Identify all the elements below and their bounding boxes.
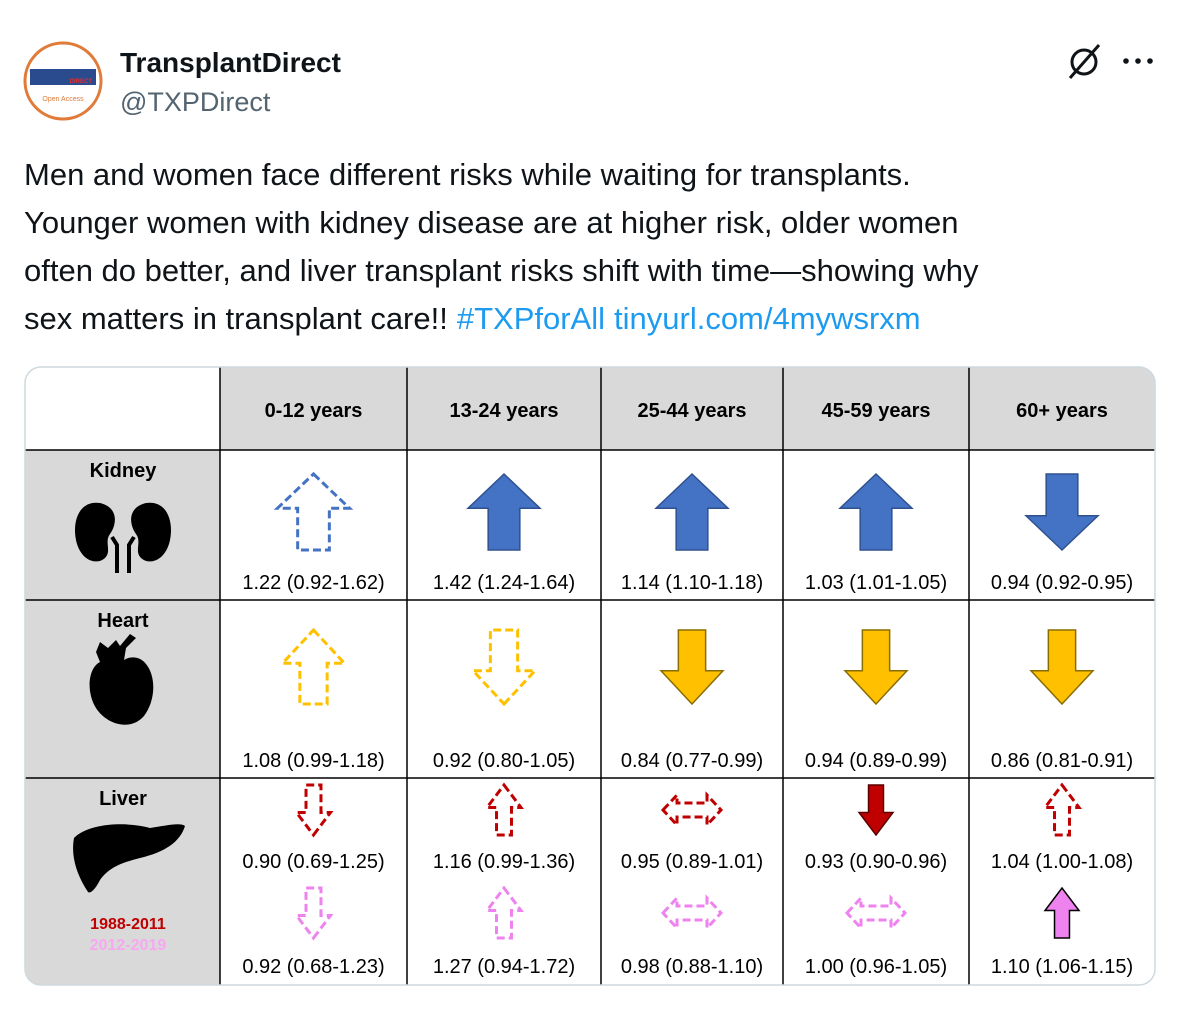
arrow	[1029, 629, 1095, 706]
kidney-ureters	[110, 535, 136, 573]
arrow	[660, 894, 724, 932]
column-header: 60+ years	[1016, 400, 1108, 422]
column-header: 0-12 years	[265, 400, 363, 422]
heart-icon	[89, 634, 154, 725]
avatar-title: Transplantation	[29, 69, 96, 79]
period-legend: 2012-2019	[90, 937, 167, 954]
risk-value: 0.84 (0.77-0.99)	[621, 750, 763, 772]
risk-value: 1.42 (1.24-1.64)	[433, 572, 575, 594]
arrow	[469, 628, 539, 707]
header-bg	[220, 367, 1155, 450]
post-line: sex matters in transplant care!! #TXPforA…	[24, 301, 921, 336]
arrow	[273, 471, 354, 552]
post-line: Younger women with kidney disease are at…	[24, 205, 959, 240]
arrow	[1024, 473, 1100, 552]
avatar-band	[30, 69, 96, 85]
image-border	[24, 366, 1156, 986]
risk-value: 0.90 (0.69-1.25)	[242, 851, 384, 873]
arrow	[1041, 782, 1083, 837]
arrow	[279, 627, 348, 706]
column-header: 13-24 years	[450, 400, 559, 422]
arrow	[844, 894, 908, 932]
arrow	[857, 784, 895, 837]
icon-slash	[1068, 44, 1101, 79]
liver-icon	[73, 824, 185, 893]
arrow	[293, 783, 334, 838]
author-name[interactable]: TransplantDirect	[120, 47, 341, 78]
dot	[1123, 58, 1129, 64]
arrow	[466, 472, 542, 551]
arrow	[843, 629, 909, 706]
risk-value: 0.92 (0.80-1.05)	[433, 750, 575, 772]
grok-icon[interactable]	[1068, 44, 1101, 79]
arrow	[293, 886, 334, 941]
post-text: Men and women face different risks while…	[24, 157, 979, 336]
link[interactable]: tinyurl.com/4mywsrxm	[614, 301, 921, 336]
more-icon[interactable]	[1123, 58, 1153, 64]
arrow	[483, 782, 525, 837]
column-header: 45-59 years	[822, 400, 931, 422]
dot	[1147, 58, 1153, 64]
row-label: Liver	[99, 788, 147, 810]
column-header: 25-44 years	[638, 400, 747, 422]
post-line-text: sex matters in transplant care!!	[24, 301, 448, 336]
arrow	[654, 472, 730, 551]
row-label: Kidney	[90, 460, 158, 482]
risk-value: 1.27 (0.94-1.72)	[433, 956, 575, 978]
risk-value: 1.16 (0.99-1.36)	[433, 851, 575, 873]
arrow	[659, 629, 725, 706]
risk-value: 0.95 (0.89-1.01)	[621, 851, 763, 873]
kidney-icon	[75, 502, 171, 562]
risk-value: 1.22 (0.92-1.62)	[242, 572, 384, 594]
post-line: often do better, and liver transplant ri…	[24, 253, 979, 288]
post-line-text: Men and women face different risks while…	[24, 157, 911, 192]
post-line: Men and women face different risks while…	[24, 157, 911, 192]
post-line-text: Younger women with kidney disease are at…	[24, 205, 959, 240]
risk-value: 1.14 (1.10-1.18)	[621, 572, 763, 594]
arrow	[838, 472, 914, 551]
risk-value: 0.93 (0.90-0.96)	[805, 851, 947, 873]
icon-circle	[1070, 48, 1098, 76]
arrow	[1043, 886, 1081, 939]
avatar-access: Open Access	[42, 96, 84, 103]
dot	[1135, 58, 1141, 64]
avatar-sub: DIRECT	[70, 79, 93, 85]
infographic[interactable]: 0-12 years 13-24 years 25-44 years 45-59 ye…	[25, 367, 1155, 985]
risk-value: 0.94 (0.92-0.95)	[991, 572, 1133, 594]
avatar[interactable]: Transplantation DIRECT Open Access	[23, 41, 103, 121]
risk-value: 1.08 (0.99-1.18)	[242, 750, 384, 772]
post-line-text: often do better, and liver transplant ri…	[24, 253, 979, 288]
hashtag[interactable]: #TXPforAll	[457, 301, 605, 336]
risk-value: 1.00 (0.96-1.05)	[805, 956, 947, 978]
author-handle[interactable]: @TXPDirect	[120, 87, 271, 117]
risk-value: 0.86 (0.81-0.91)	[991, 750, 1133, 772]
risk-value: 1.10 (1.06-1.15)	[991, 956, 1133, 978]
risk-value: 1.03 (1.01-1.05)	[805, 572, 947, 594]
arrow	[660, 791, 724, 829]
row-label: Heart	[97, 610, 148, 632]
risk-value: 0.98 (0.88-1.10)	[621, 956, 763, 978]
risk-value: 1.04 (1.00-1.08)	[991, 851, 1133, 873]
period-legend: 1988-2011	[90, 916, 166, 933]
risk-value: 0.94 (0.89-0.99)	[805, 750, 947, 772]
risk-value: 0.92 (0.68-1.23)	[242, 956, 384, 978]
arrow	[483, 885, 525, 940]
